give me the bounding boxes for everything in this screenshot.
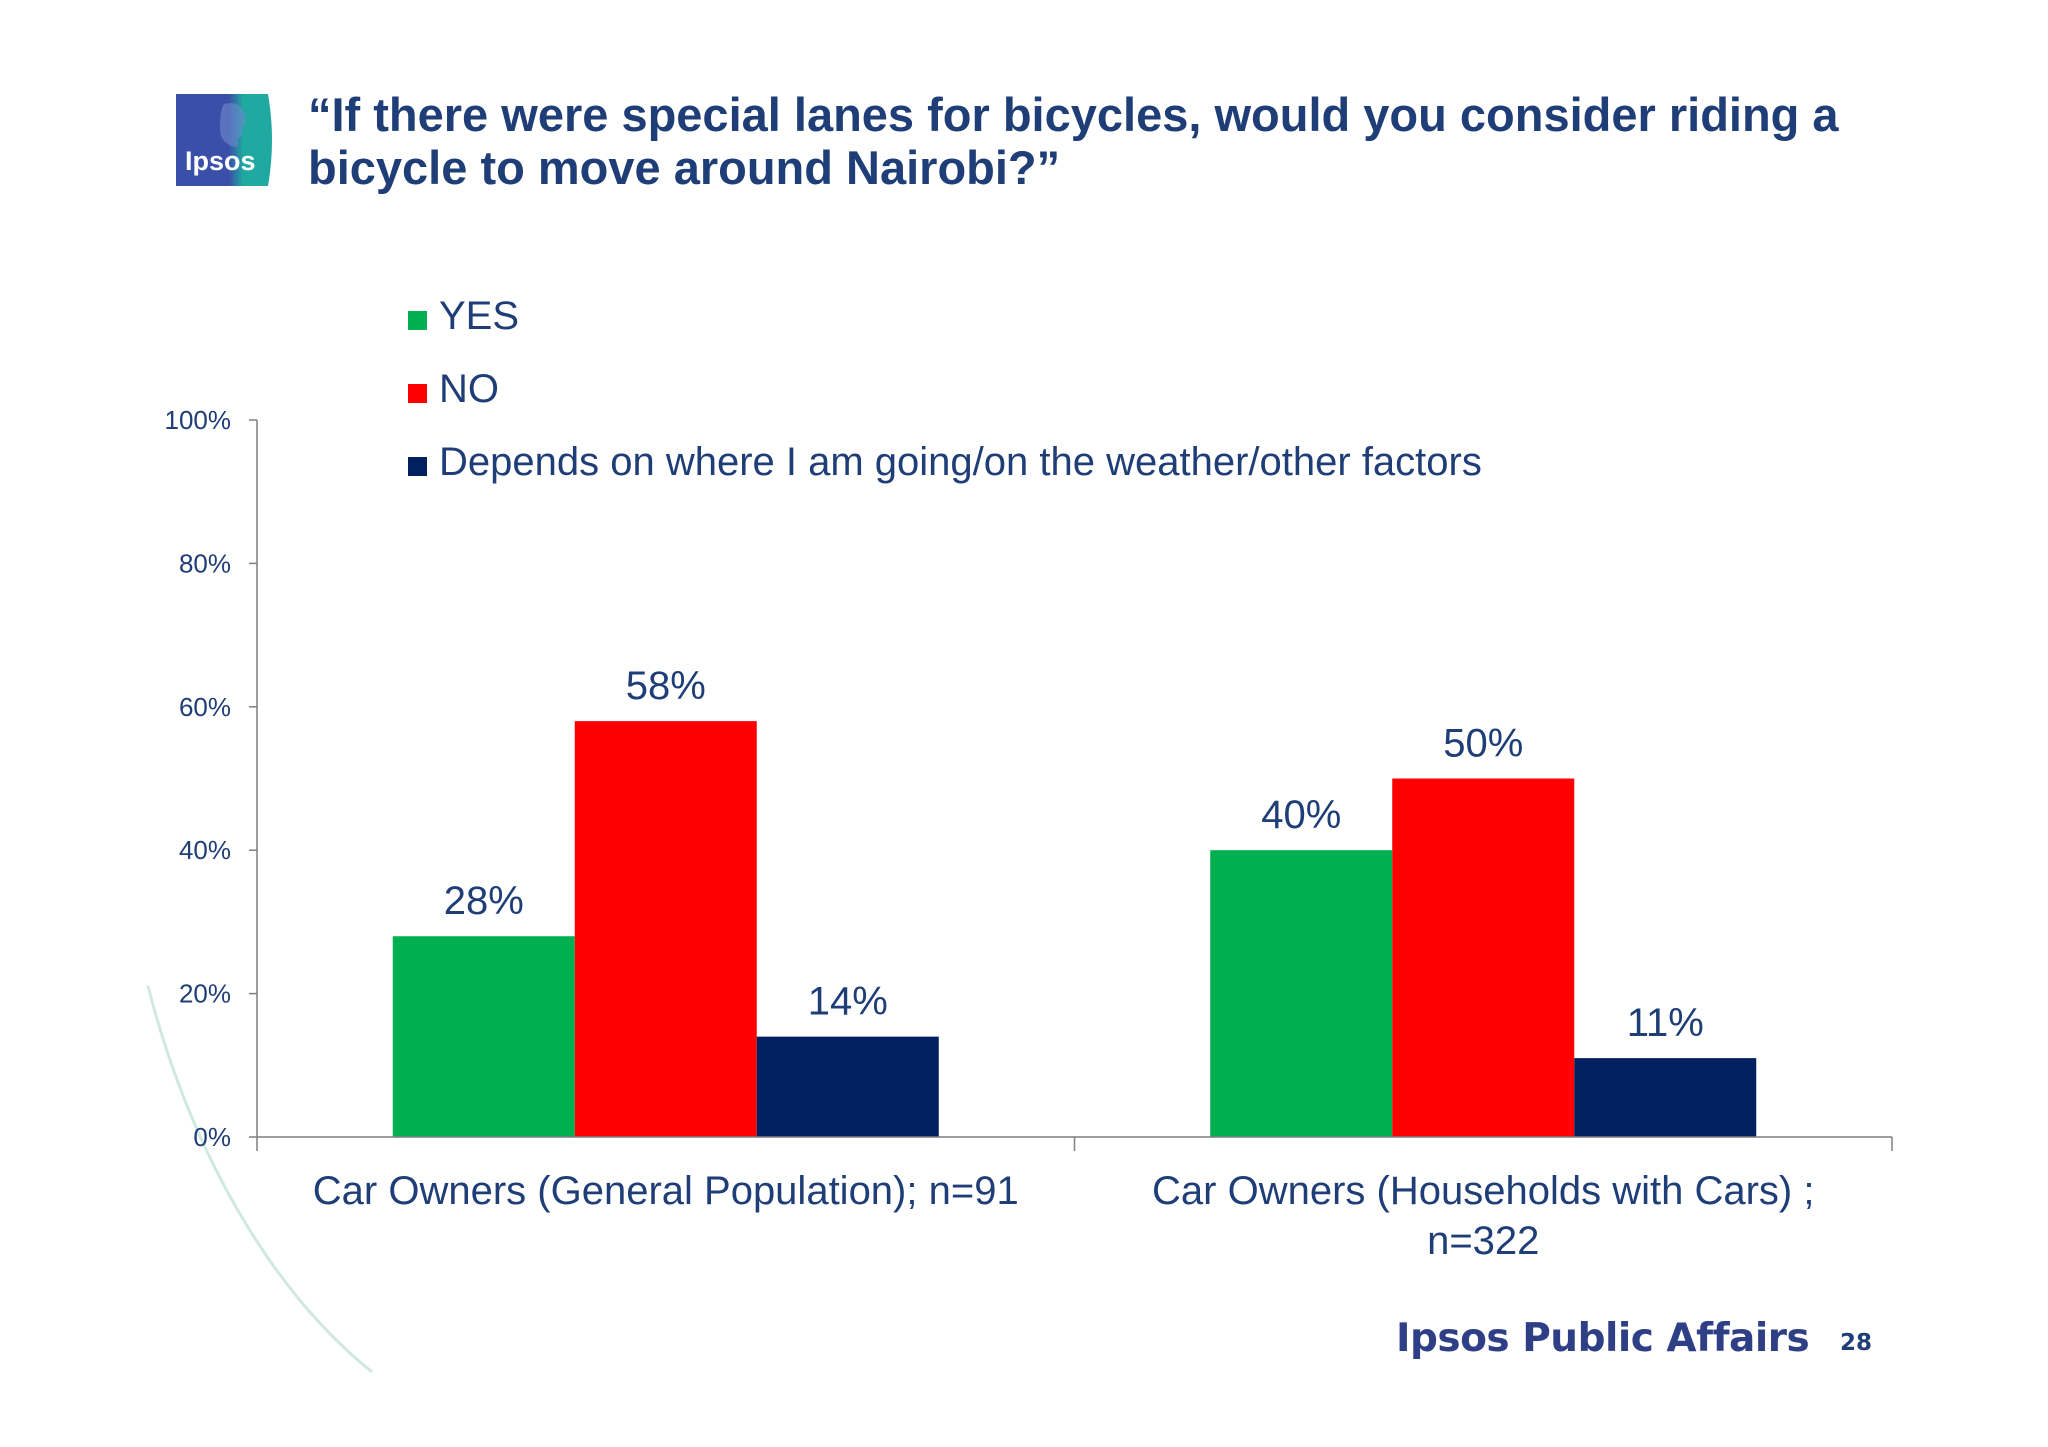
- data-label: 50%: [1443, 722, 1523, 766]
- data-label: 14%: [808, 980, 888, 1024]
- bar-yes-1: [1210, 850, 1393, 1137]
- logo-text: Ipsos: [185, 146, 256, 176]
- y-tick-label: 40%: [179, 835, 231, 865]
- legend-label-depends: Depends on where I am going/on the weath…: [439, 440, 1482, 484]
- bar-depends-1: [1574, 1058, 1757, 1137]
- bars: [392, 721, 1757, 1137]
- data-label: 11%: [1627, 1001, 1704, 1045]
- bar-no-0: [574, 721, 757, 1137]
- legend-label-no: NO: [439, 367, 499, 411]
- y-tick-label: 0%: [193, 1122, 231, 1152]
- data-label: 28%: [444, 879, 524, 923]
- footer-brand: Ipsos Public Affairs: [1396, 1316, 1810, 1361]
- y-axis: 0% 20% 40% 60% 80% 100%: [165, 405, 258, 1152]
- y-tick-label: 100%: [165, 405, 232, 435]
- x-axis: Car Owners (General Population); n=91 Car…: [256, 1136, 1893, 1263]
- legend-label-yes: YES: [439, 294, 520, 338]
- category-label: n=322: [1427, 1219, 1539, 1263]
- page-number: 28: [1840, 1330, 1873, 1356]
- legend-swatch-depends: [408, 457, 427, 476]
- slide-title: “If there were special lanes for bicycle…: [308, 88, 1839, 194]
- category-label: Car Owners (Households with Cars) ;: [1152, 1169, 1814, 1213]
- bar-yes-0: [392, 936, 575, 1137]
- data-labels: 28% 58% 14% 40% 50% 11%: [444, 664, 1704, 1045]
- data-label: 58%: [626, 664, 706, 708]
- data-label: 40%: [1261, 793, 1341, 837]
- legend-swatch-no: [408, 384, 427, 403]
- legend-swatch-yes: [408, 311, 427, 330]
- category-label: Car Owners (General Population); n=91: [313, 1169, 1019, 1213]
- bar-no-1: [1392, 778, 1575, 1137]
- y-tick-label: 20%: [179, 979, 231, 1009]
- ipsos-logo: [176, 94, 272, 186]
- y-tick-label: 60%: [179, 692, 231, 722]
- y-tick-label: 80%: [179, 548, 231, 578]
- bar-depends-0: [756, 1036, 939, 1137]
